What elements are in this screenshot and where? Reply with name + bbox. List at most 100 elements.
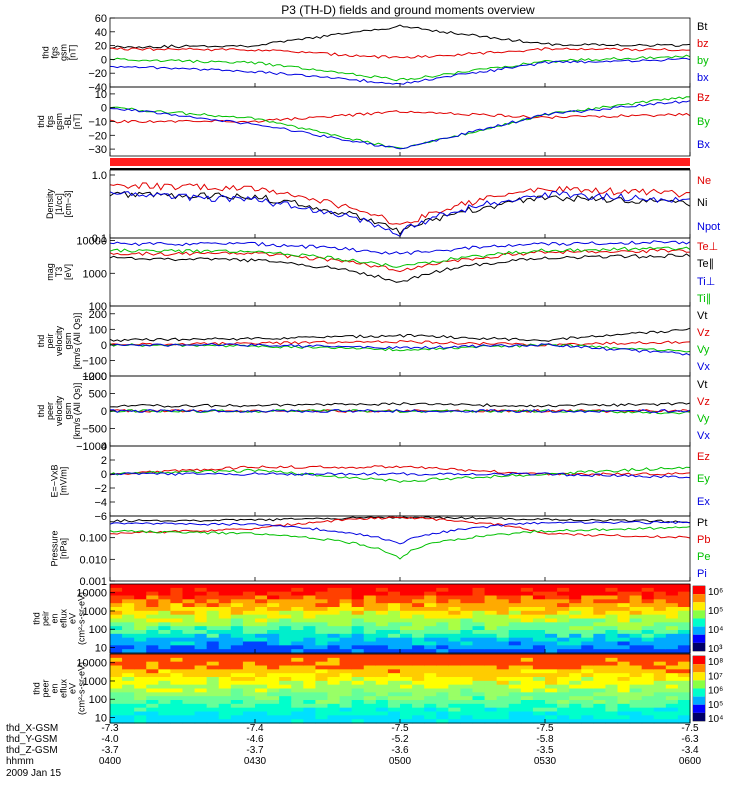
heatmap-cell: [303, 637, 317, 643]
heatmap-cell: [629, 626, 643, 631]
heatmap-cell: [593, 591, 607, 597]
heatmap-cell: [593, 645, 607, 650]
heatmap-cell: [267, 610, 280, 616]
heatmap-cell: [134, 696, 147, 701]
heatmap-cell: [508, 607, 522, 612]
heatmap-cell: [122, 677, 135, 682]
heatmap-cell: [291, 587, 304, 593]
heatmap-cell: [339, 618, 353, 623]
heatmap-cell: [641, 645, 655, 650]
heatmap-cell: [605, 692, 619, 697]
heatmap-cell: [327, 719, 341, 724]
heatmap-cell: [545, 599, 558, 604]
heatmap-cell: [363, 684, 377, 690]
heatmap-cell: [327, 684, 341, 690]
heatmap-cell: [496, 719, 510, 724]
heatmap-cell: [218, 657, 232, 663]
series-line-temperature: [109, 253, 691, 283]
heatmap-cell: [472, 700, 486, 705]
heatmap-cell: [569, 707, 582, 713]
heatmap-cell: [206, 633, 220, 639]
heatmap-cell: [291, 584, 304, 589]
heatmap-cell: [242, 649, 256, 654]
heatmap-cell: [545, 618, 558, 623]
heatmap-cell: [267, 677, 280, 682]
heatmap-cell: [605, 677, 619, 682]
heatmap-cell: [194, 630, 208, 635]
heatmap-cell: [460, 649, 474, 654]
heatmap-cell: [110, 688, 123, 693]
heatmap-cell: [472, 673, 486, 678]
heatmap-cell: [400, 657, 413, 663]
heatmap-cell: [605, 688, 619, 693]
heatmap-cell: [677, 622, 691, 627]
heatmap-cell: [448, 688, 462, 693]
heatmap-cell: [436, 587, 449, 593]
y-tick-label: 0: [101, 103, 107, 115]
heatmap-cell: [206, 587, 220, 593]
heatmap-cell: [412, 703, 425, 709]
heatmap-cell: [146, 607, 159, 612]
heatmap-cell: [412, 661, 425, 667]
heatmap-cell: [170, 707, 184, 713]
heatmap-cell: [424, 715, 437, 720]
heatmap-cell: [134, 700, 147, 705]
heatmap-cell: [532, 688, 546, 693]
heatmap-cell: [581, 719, 594, 724]
heatmap-cell: [182, 637, 196, 643]
heatmap-cell: [134, 599, 147, 604]
heatmap-cell: [641, 610, 655, 616]
heatmap-cell: [677, 669, 691, 674]
heatmap-cell: [508, 719, 522, 724]
heatmap-cell: [387, 584, 401, 589]
heatmap-cell: [110, 673, 123, 678]
heatmap-cell: [520, 677, 534, 682]
heatmap-cell: [146, 622, 159, 627]
heatmap-cell: [315, 665, 329, 670]
y-tick-label: 10000: [76, 658, 107, 670]
heatmap-cell: [387, 680, 401, 686]
heatmap-cell: [218, 700, 232, 705]
heatmap-cell: [641, 700, 655, 705]
heatmap-cell: [267, 649, 280, 654]
heatmap-cell: [218, 603, 232, 608]
heatmap-cell: [532, 669, 546, 674]
heatmap-cell: [291, 711, 304, 716]
heatmap-cell: [182, 700, 196, 705]
heatmap-cell: [110, 711, 123, 716]
heatmap-cell: [315, 637, 329, 643]
heatmap-cell: [351, 719, 365, 724]
heatmap-cell: [545, 649, 558, 654]
heatmap-cell: [484, 669, 498, 674]
heatmap-cell: [641, 719, 655, 724]
heatmap-cell: [520, 603, 534, 608]
colorbar-tick-label: 10⁴: [708, 625, 723, 636]
heatmap-cell: [122, 587, 135, 593]
heatmap-cell: [641, 630, 655, 635]
orbit-value: -7.5: [681, 723, 699, 734]
heatmap-cell: [267, 684, 280, 690]
heatmap-cell: [484, 610, 498, 616]
heatmap-cell: [653, 641, 667, 646]
heatmap-cell: [520, 591, 534, 597]
heatmap-cell: [460, 688, 474, 693]
orbit-value: -4.6: [246, 734, 264, 745]
heatmap-cell: [653, 645, 667, 650]
heatmap-cell: [448, 614, 462, 620]
heatmap-cell: [412, 591, 425, 597]
heatmap-cell: [327, 665, 341, 670]
heatmap-cell: [267, 711, 280, 716]
heatmap-cell: [424, 688, 437, 693]
heatmap-cell: [436, 665, 449, 670]
heatmap-cell: [412, 654, 425, 659]
heatmap-cell: [291, 614, 304, 620]
heatmap-cell: [110, 610, 123, 616]
heatmap-cell: [375, 618, 389, 623]
heatmap-cell: [605, 703, 619, 709]
heatmap-cell: [303, 669, 317, 674]
heatmap-cell: [194, 711, 208, 716]
heatmap-cell: [472, 626, 486, 631]
panel-frame: [109, 445, 691, 517]
heatmap-cell: [279, 633, 292, 639]
